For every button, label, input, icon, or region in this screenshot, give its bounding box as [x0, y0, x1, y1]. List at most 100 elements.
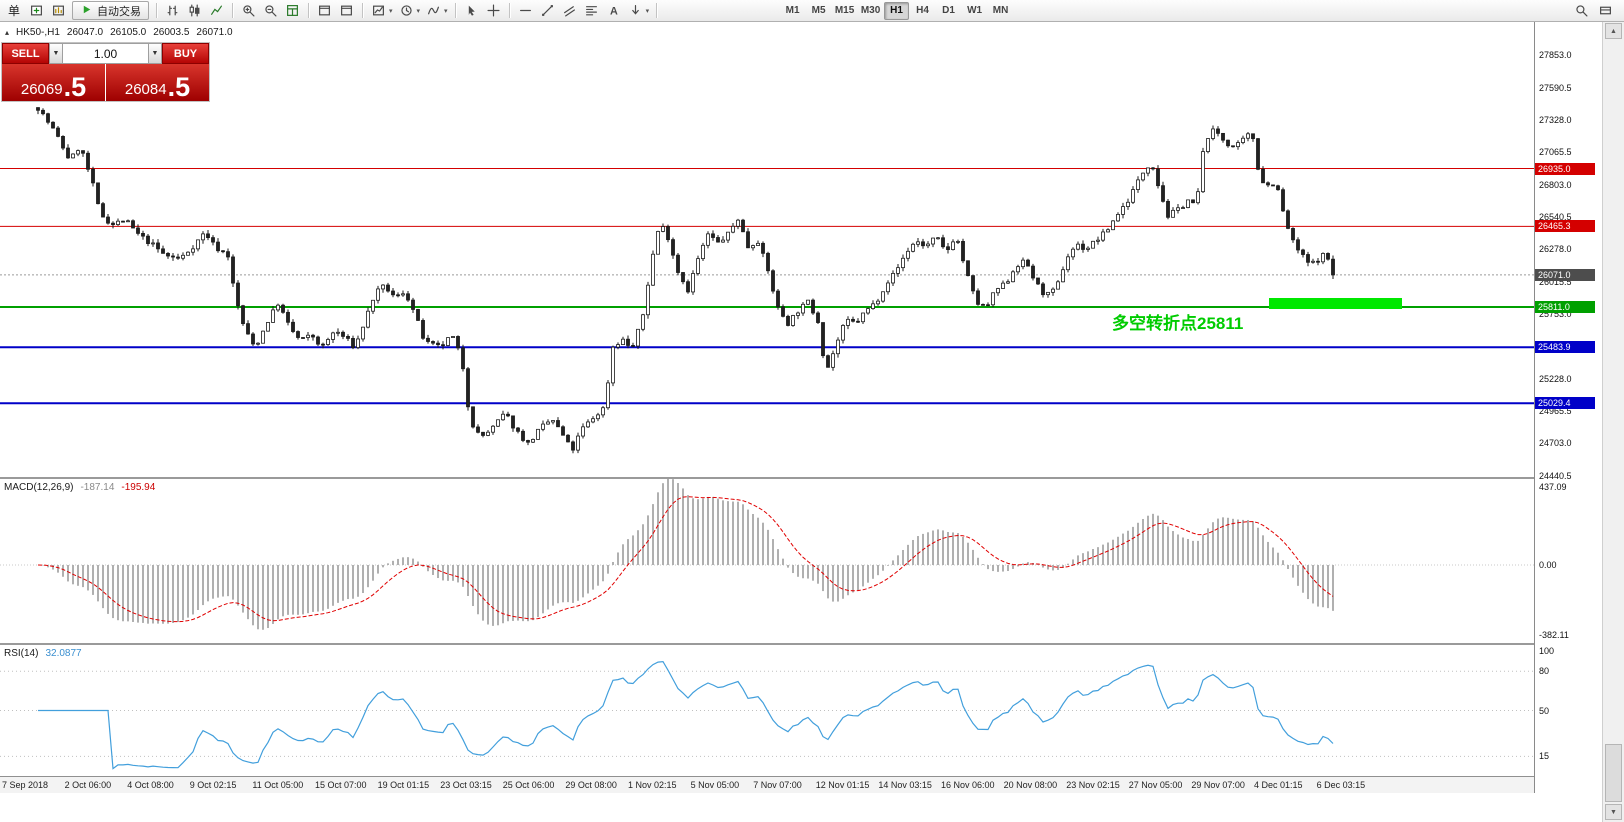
timeframe-mn[interactable]: MN	[992, 5, 1009, 16]
macd-axis-label: 0.00	[1539, 560, 1557, 570]
time-axis-label: 2 Oct 06:00	[64, 780, 112, 790]
price-axis-label: 27328.0	[1539, 115, 1572, 126]
rsi-line	[38, 660, 1334, 770]
price-axis-label: 27065.5	[1539, 147, 1572, 158]
fibonacci-tool-icon[interactable]	[581, 1, 602, 20]
time-axis-label: 20 Nov 08:00	[1003, 780, 1058, 790]
rsi-name: RSI(14)	[4, 648, 39, 659]
price-axis-label: 26540.5	[1539, 212, 1572, 223]
scroll-down-button[interactable]: ▼	[1605, 804, 1622, 820]
chevron-down-icon[interactable]: ▾	[389, 7, 393, 15]
time-axis-label: 4 Dec 01:15	[1254, 780, 1303, 790]
scrollbar-thumb[interactable]	[1605, 744, 1622, 802]
toolbar-separator	[156, 3, 158, 18]
time-axis-label: 12 Nov 01:15	[815, 780, 870, 790]
toolbar-separator	[508, 3, 510, 18]
time-axis-label: 9 Oct 02:15	[189, 780, 237, 790]
toolbar: 单 自动交易 ▾ ▾ ▾ A ▾ M1 M5 M15 M30 H1 H4 D1 W1 MN	[0, 0, 1624, 22]
candlestick-chart-icon[interactable]	[184, 1, 205, 20]
highlight-bar	[1269, 298, 1402, 309]
search-icon[interactable]	[1571, 1, 1592, 20]
new-order-icon[interactable]	[26, 1, 47, 20]
zoom-out-icon[interactable]	[260, 1, 281, 20]
toolbar-separator	[454, 3, 456, 18]
price-high: 26105.0	[110, 27, 147, 38]
data-window-icon[interactable]	[1595, 1, 1616, 20]
annotation-text: 多空转折点25811	[1112, 314, 1244, 333]
toolbar-separator	[308, 3, 310, 18]
one-click-trading-panel: SELL ▼ ▼ BUY 26069 .5 26084 .5	[2, 43, 209, 101]
volume-decrease-spinner[interactable]: ▼	[49, 43, 63, 64]
price-axis-label: 27853.0	[1539, 50, 1572, 61]
menu-order-label[interactable]: 单	[8, 4, 21, 18]
channel-tool-icon[interactable]	[559, 1, 580, 20]
timeframe-d1[interactable]: D1	[942, 5, 955, 16]
trendline-tool-icon[interactable]	[537, 1, 558, 20]
zoom-in-icon[interactable]	[238, 1, 259, 20]
timeframe-m1[interactable]: M1	[785, 5, 800, 16]
macd-signal-value: -195.94	[121, 482, 156, 493]
time-axis-label: 16 Nov 06:00	[941, 780, 995, 790]
rsi-value: 32.0877	[45, 648, 82, 659]
price-axis: 27853.0 27590.5 27328.0 27065.5 26803.0 26540…	[1534, 22, 1602, 793]
periods-clock-icon[interactable]	[396, 1, 417, 20]
rsi-indicator-label: RSI(14) 32.0877	[4, 648, 82, 659]
macd-histogram	[42, 479, 1334, 630]
autotrading-play-icon	[80, 3, 93, 19]
autotrading-label: 自动交易	[97, 5, 142, 18]
rsi-axis-label: 15	[1539, 751, 1550, 762]
volume-increase-spinner[interactable]: ▼	[148, 43, 162, 64]
price-open: 26047.0	[66, 27, 104, 38]
autotrading-button[interactable]: 自动交易	[72, 1, 150, 20]
price-axis-label: 24440.5	[1539, 470, 1572, 481]
volume-input[interactable]	[63, 43, 148, 64]
chart-window-icon[interactable]	[48, 1, 69, 20]
sell-button[interactable]: SELL	[2, 43, 49, 64]
collapse-trade-panel-icon[interactable]: ▴	[5, 28, 10, 37]
time-axis-label: 15 Oct 07:00	[315, 780, 367, 790]
price-close: 26071.0	[196, 27, 233, 38]
time-axis-label: 7 Nov 07:00	[753, 780, 802, 790]
bar-chart-icon[interactable]	[162, 1, 183, 20]
cursor-icon[interactable]	[461, 1, 482, 20]
price-axis-label: 25228.0	[1539, 373, 1572, 384]
new-chart-icon[interactable]	[368, 1, 389, 20]
rsi-axis-label: 80	[1539, 666, 1550, 677]
timeframe-m30[interactable]: M30	[860, 5, 881, 16]
panel-splitter-rsi[interactable]	[0, 643, 1602, 645]
timeframe-w1[interactable]: W1	[967, 5, 983, 16]
price-axis-label: 24965.5	[1539, 406, 1572, 417]
vertical-scrollbar[interactable]: ▲ ▼	[1602, 22, 1624, 822]
ask-price-main: 26084	[124, 80, 167, 98]
indicators-icon[interactable]	[423, 1, 444, 20]
chevron-down-icon[interactable]: ▾	[416, 7, 421, 15]
price-low: 26003.5	[153, 27, 190, 38]
timeframe-m5[interactable]: M5	[811, 5, 826, 16]
rsi-axis-label: 100	[1539, 646, 1555, 656]
horizontal-level-lines	[0, 168, 1534, 405]
bid-price-button[interactable]: 26069 .5	[2, 64, 105, 101]
panel-splitter-macd[interactable]	[0, 477, 1602, 479]
macd-axis-label: 437.09	[1539, 482, 1567, 492]
chevron-down-icon[interactable]: ▾	[444, 7, 448, 15]
line-chart-icon[interactable]	[206, 1, 227, 20]
price-axis-label: 26278.0	[1539, 244, 1572, 255]
chart-shift-icon[interactable]	[336, 1, 357, 20]
candlesticks	[36, 107, 1335, 454]
timeframe-h1[interactable]: H1	[884, 1, 910, 20]
macd-indicator-label: MACD(12,26,9) -187.14 -195.94	[4, 482, 155, 493]
chevron-down-icon[interactable]: ▾	[645, 7, 650, 15]
timeframe-h4[interactable]: H4	[916, 5, 929, 16]
timeframe-m15[interactable]: M15	[834, 5, 855, 16]
ask-price-button[interactable]: 26084 .5	[106, 64, 209, 101]
auto-scroll-icon[interactable]	[314, 1, 335, 20]
horizontal-line-tool-icon[interactable]	[515, 1, 536, 20]
crosshair-icon[interactable]	[483, 1, 504, 20]
buy-button[interactable]: BUY	[162, 43, 209, 64]
scroll-up-button[interactable]: ▲	[1605, 23, 1622, 39]
text-tool-icon[interactable]: A	[603, 1, 624, 20]
arrow-tool-icon[interactable]	[625, 1, 646, 20]
time-axis-label: 25 Oct 06:00	[502, 780, 555, 790]
tile-windows-icon[interactable]	[282, 1, 303, 20]
